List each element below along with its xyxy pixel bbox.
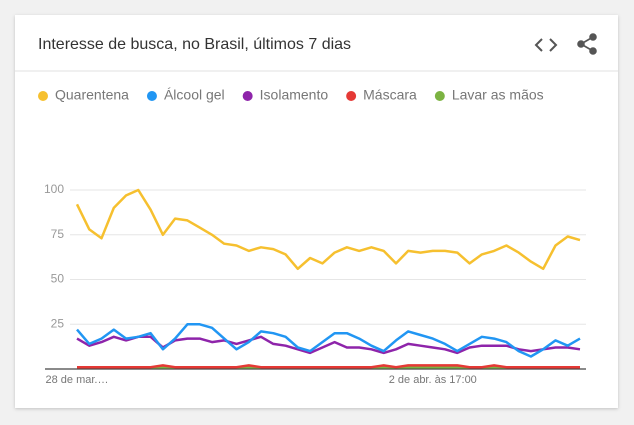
legend-label: Álcool gel bbox=[164, 87, 225, 103]
share-icon[interactable] bbox=[577, 33, 597, 55]
y-tick-label: 75 bbox=[51, 227, 65, 241]
series-line bbox=[77, 364, 580, 369]
legend-marker bbox=[346, 91, 357, 101]
embed-icon[interactable] bbox=[534, 38, 558, 52]
series-line bbox=[76, 323, 581, 358]
y-tick-label: 50 bbox=[51, 272, 65, 286]
chart-title: Interesse de busca, no Brasil, últimos 7… bbox=[38, 36, 351, 53]
x-tick-label: 28 de mar.… bbox=[46, 374, 109, 386]
legend-label: Quarentena bbox=[55, 87, 129, 103]
series-line bbox=[75, 188, 581, 271]
legend-label: Máscara bbox=[363, 87, 417, 103]
y-tick-label: 25 bbox=[51, 316, 65, 330]
legend-label: Isolamento bbox=[260, 87, 329, 103]
x-tick-label: 2 de abr. às 17:00 bbox=[389, 374, 477, 386]
legend-marker bbox=[38, 91, 48, 101]
legend-label: Lavar as mãos bbox=[452, 87, 544, 103]
card bbox=[15, 15, 618, 408]
legend-marker bbox=[146, 91, 157, 101]
y-tick-label: 100 bbox=[44, 182, 64, 196]
legend-marker bbox=[242, 91, 253, 101]
legend-marker bbox=[434, 91, 445, 101]
